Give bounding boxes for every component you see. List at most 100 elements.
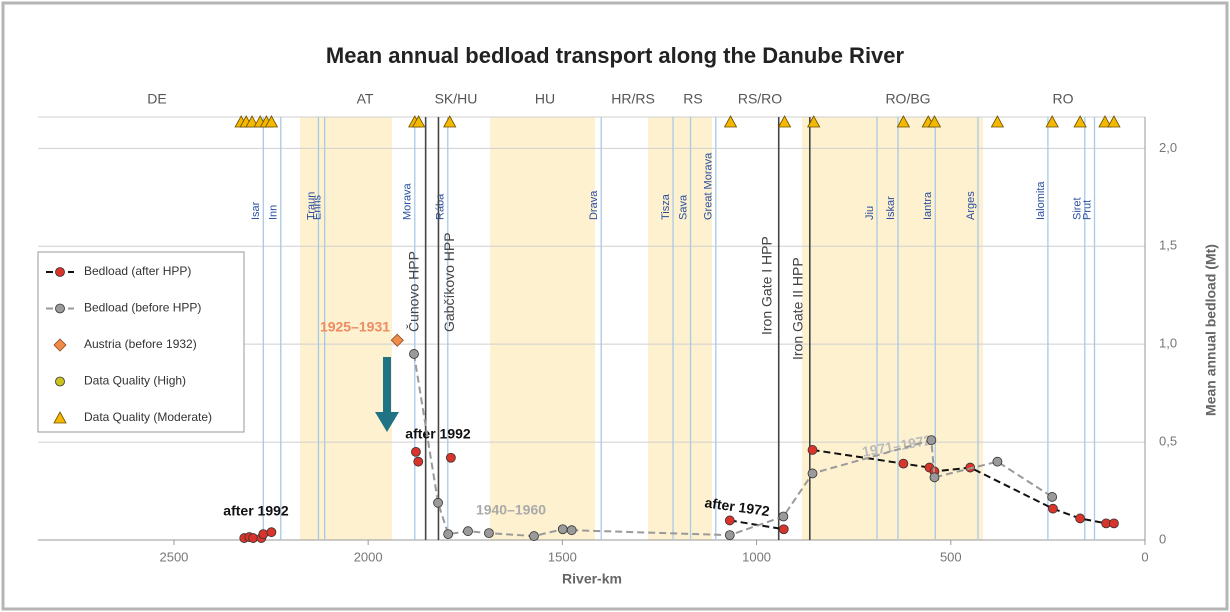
tributary-label: Iantra [922, 191, 934, 220]
hpp-label: Iron Gate II HPP [789, 257, 805, 360]
tributary-label: Tisza [660, 193, 672, 220]
circle-marker [557, 524, 568, 535]
x-tick-label: 2500 [159, 549, 188, 564]
tributary-label: Sava [677, 194, 689, 220]
region-label: RO [1053, 91, 1074, 107]
y-tick-label: 1,5 [1159, 238, 1177, 253]
tributary-label: Jiu [864, 206, 876, 220]
tributary-label: Prut [1081, 200, 1093, 220]
triangle-marker [245, 115, 259, 128]
legend-label: Data Quality (High) [84, 374, 186, 388]
tributary-label: Ialomita [1035, 181, 1047, 220]
circle-marker [926, 435, 937, 446]
hpp-label: Iron Gate I HPP [758, 236, 774, 335]
circle-marker [724, 530, 735, 541]
triangle-marker [1098, 115, 1112, 128]
y-tick-label: 1,0 [1159, 336, 1177, 351]
triangle-marker [723, 115, 738, 128]
tributary-label: Traun [305, 192, 317, 220]
region-label: RS [683, 91, 702, 107]
x-tick-label: 1000 [742, 549, 771, 564]
annotation: 1925–1931 [320, 319, 390, 335]
circle-marker [1109, 518, 1119, 529]
tributary-label: Morava [402, 182, 414, 220]
tributary-label: Rába [435, 193, 447, 220]
y-axis-label: Mean annual bedload (Mt) [1203, 244, 1219, 416]
triangle-marker [1045, 115, 1059, 128]
legend-box [37, 251, 245, 433]
circle-marker [266, 527, 277, 538]
y-tick-label: 0 [1159, 531, 1166, 546]
annotation: after 1992 [405, 426, 471, 442]
region-label: RO/BG [885, 91, 930, 107]
region-label: HU [535, 91, 555, 107]
legend-label: Bedload (before HPP) [84, 301, 201, 315]
region-label: SK/HU [435, 91, 478, 107]
tributary-label: Siret [1072, 197, 1084, 220]
circle-marker [413, 456, 424, 467]
circle-marker [433, 497, 443, 508]
band [648, 117, 712, 540]
circle-marker [1048, 503, 1058, 514]
tributary-label: Enns [312, 194, 324, 220]
tributary-label: Drava [588, 190, 600, 220]
triangle-marker [264, 115, 279, 128]
circle-marker [411, 446, 421, 457]
circle-marker [566, 525, 577, 536]
region-label: DE [147, 91, 166, 107]
annotation: 1940–1960 [476, 502, 546, 518]
x-tick-label: 500 [940, 549, 962, 564]
diamond-marker [53, 338, 67, 352]
x-tick-label: 0 [1141, 549, 1148, 564]
band [300, 117, 392, 540]
triangle-marker [777, 115, 792, 128]
triangle-marker [411, 115, 426, 128]
circle-marker [443, 529, 454, 540]
triangle-marker [807, 115, 821, 128]
legend-label: Austria (before 1932) [84, 337, 197, 351]
band [490, 117, 595, 540]
tributary-label: Iskar [885, 196, 897, 220]
circle-marker [55, 303, 65, 314]
circle-marker [807, 445, 818, 455]
y-tick-label: 0,5 [1159, 434, 1177, 449]
circle-marker [445, 452, 456, 463]
circle-marker [898, 458, 909, 469]
circle-marker [529, 531, 539, 541]
circle-marker [248, 533, 259, 543]
triangle-marker [1107, 115, 1121, 128]
circle-marker [55, 376, 65, 387]
circle-marker [409, 349, 419, 359]
arrow [375, 357, 399, 432]
country-bands [300, 117, 983, 540]
y-tick-label: 2,0 [1159, 140, 1177, 155]
circle-marker [55, 267, 65, 277]
tributary-label: Inn [268, 205, 280, 220]
circle-marker [807, 468, 818, 479]
tributary-label: Arges [965, 191, 977, 220]
triangle-marker [1073, 115, 1087, 128]
region-label: RS/RO [738, 91, 782, 107]
circle-marker [484, 528, 494, 539]
x-tick-label: 2000 [354, 549, 383, 564]
circle-marker [778, 511, 789, 522]
triangle-marker [443, 115, 457, 128]
diamond-marker [390, 333, 404, 347]
region-label: HR/RS [611, 91, 655, 107]
triangle-marker [896, 115, 911, 128]
circle-marker [724, 515, 735, 526]
hpp-label: Gabčíkovo HPP [441, 232, 457, 332]
tributary-label: Isar [250, 201, 262, 220]
triangle-marker [927, 115, 942, 128]
tributary-label: Great Morava [703, 152, 715, 220]
circle-marker [1075, 513, 1086, 524]
hpp-label: Čunovo HPP [405, 251, 421, 332]
chart-title: Mean annual bedload transport along the … [326, 43, 905, 68]
triangle-marker [990, 115, 1005, 128]
circle-marker [778, 524, 789, 535]
circle-marker [992, 456, 1003, 467]
circle-marker [1047, 492, 1058, 502]
band [802, 117, 983, 540]
region-label: AT [357, 91, 374, 107]
